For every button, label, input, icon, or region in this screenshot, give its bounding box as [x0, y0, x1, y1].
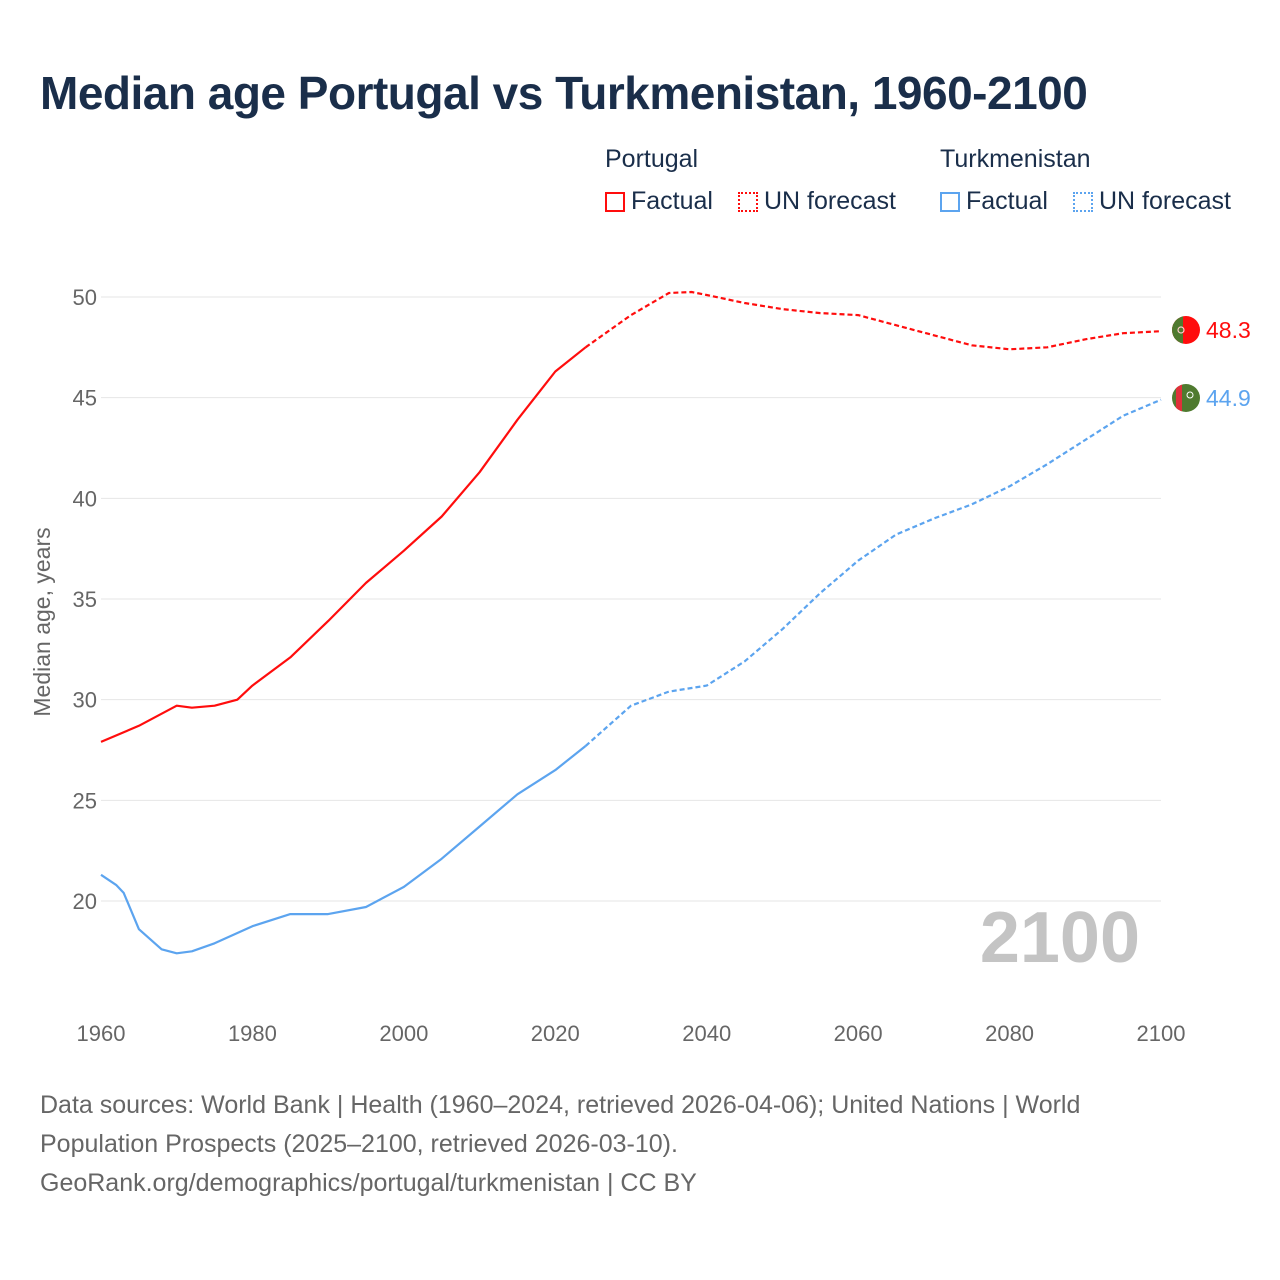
x-tick-label: 2060 — [834, 1021, 883, 1046]
y-tick-label: 35 — [73, 587, 97, 612]
portugal-end-value: 48.3 — [1206, 317, 1251, 343]
portugal-forecast-line — [584, 290, 1162, 351]
legend-turkmenistan-factual[interactable]: Factual — [940, 187, 1048, 216]
x-tick-label: 2000 — [379, 1021, 428, 1046]
x-tick-label: 2040 — [682, 1021, 731, 1046]
turkmenistan-factual-line — [100, 745, 587, 955]
legend-label: Factual — [631, 187, 713, 215]
footer-sources: Data sources: World Bank | Health (1960–… — [40, 1086, 1240, 1203]
chart-title: Median age Portugal vs Turkmenistan, 196… — [40, 67, 1088, 119]
x-tick-label: 1980 — [228, 1021, 277, 1046]
legend-portugal-forecast[interactable]: UN forecast — [738, 187, 896, 216]
x-tick-label: 2020 — [531, 1021, 580, 1046]
footer-line: Data sources: World Bank | Health (1960–… — [40, 1091, 1081, 1119]
turkmenistan-flag-icon — [1172, 384, 1200, 412]
y-tick-label: 25 — [73, 788, 97, 813]
legend-swatch-dotted-icon — [738, 191, 758, 212]
legend-label: UN forecast — [1099, 187, 1231, 215]
y-axis-label: Median age, years — [29, 527, 55, 716]
legend-swatch-solid-icon — [605, 191, 625, 212]
x-tick-label: 2100 — [1137, 1021, 1186, 1046]
legend-portugal-factual[interactable]: Factual — [605, 187, 713, 216]
y-tick-label: 30 — [73, 688, 97, 713]
portugal-flag-icon — [1172, 316, 1200, 344]
portugal-factual-line — [100, 346, 587, 743]
x-tick-label: 2080 — [985, 1021, 1034, 1046]
legend-label: UN forecast — [764, 187, 896, 215]
footer-line: Population Prospects (2025–2100, retriev… — [40, 1130, 678, 1158]
legend-swatch-solid-icon — [940, 191, 960, 212]
legend-turkmenistan-forecast[interactable]: UN forecast — [1073, 187, 1231, 216]
turkmenistan-forecast-line — [584, 398, 1162, 747]
x-tick-label: 1960 — [77, 1021, 126, 1046]
y-tick-label: 40 — [73, 486, 97, 511]
legend-label: Factual — [966, 187, 1048, 215]
legend-group-portugal: Portugal — [605, 145, 699, 173]
legend-swatch-dotted-icon — [1073, 191, 1093, 212]
y-tick-label: 50 — [73, 285, 97, 310]
footer-line[interactable]: GeoRank.org/demographics/portugal/turkme… — [40, 1169, 697, 1197]
y-tick-label: 45 — [73, 386, 97, 411]
y-tick-label: 20 — [73, 889, 97, 914]
legend-group-turkmenistan: Turkmenistan — [940, 145, 1091, 173]
turkmenistan-end-value: 44.9 — [1206, 385, 1251, 411]
current-year-label: 2100 — [980, 898, 1140, 978]
